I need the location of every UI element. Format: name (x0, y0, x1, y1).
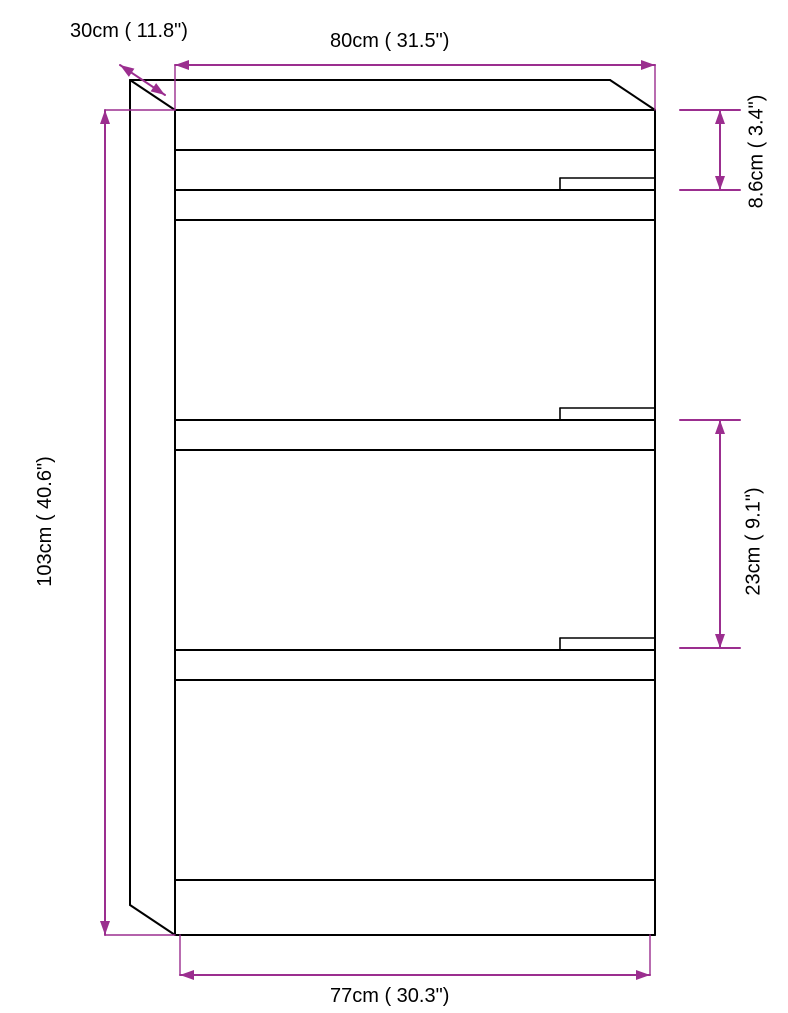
dimension-diagram (0, 0, 788, 1013)
height-label: 103cm ( 40.6") (34, 456, 57, 587)
top-gap-label: 8.6cm ( 3.4") (745, 95, 768, 209)
inner-width-label: 77cm ( 30.3") (330, 985, 449, 1008)
shelf-gap-label: 23cm ( 9.1") (743, 487, 766, 595)
depth-label: 30cm ( 11.8") (70, 20, 188, 43)
width-label: 80cm ( 31.5") (330, 30, 449, 53)
